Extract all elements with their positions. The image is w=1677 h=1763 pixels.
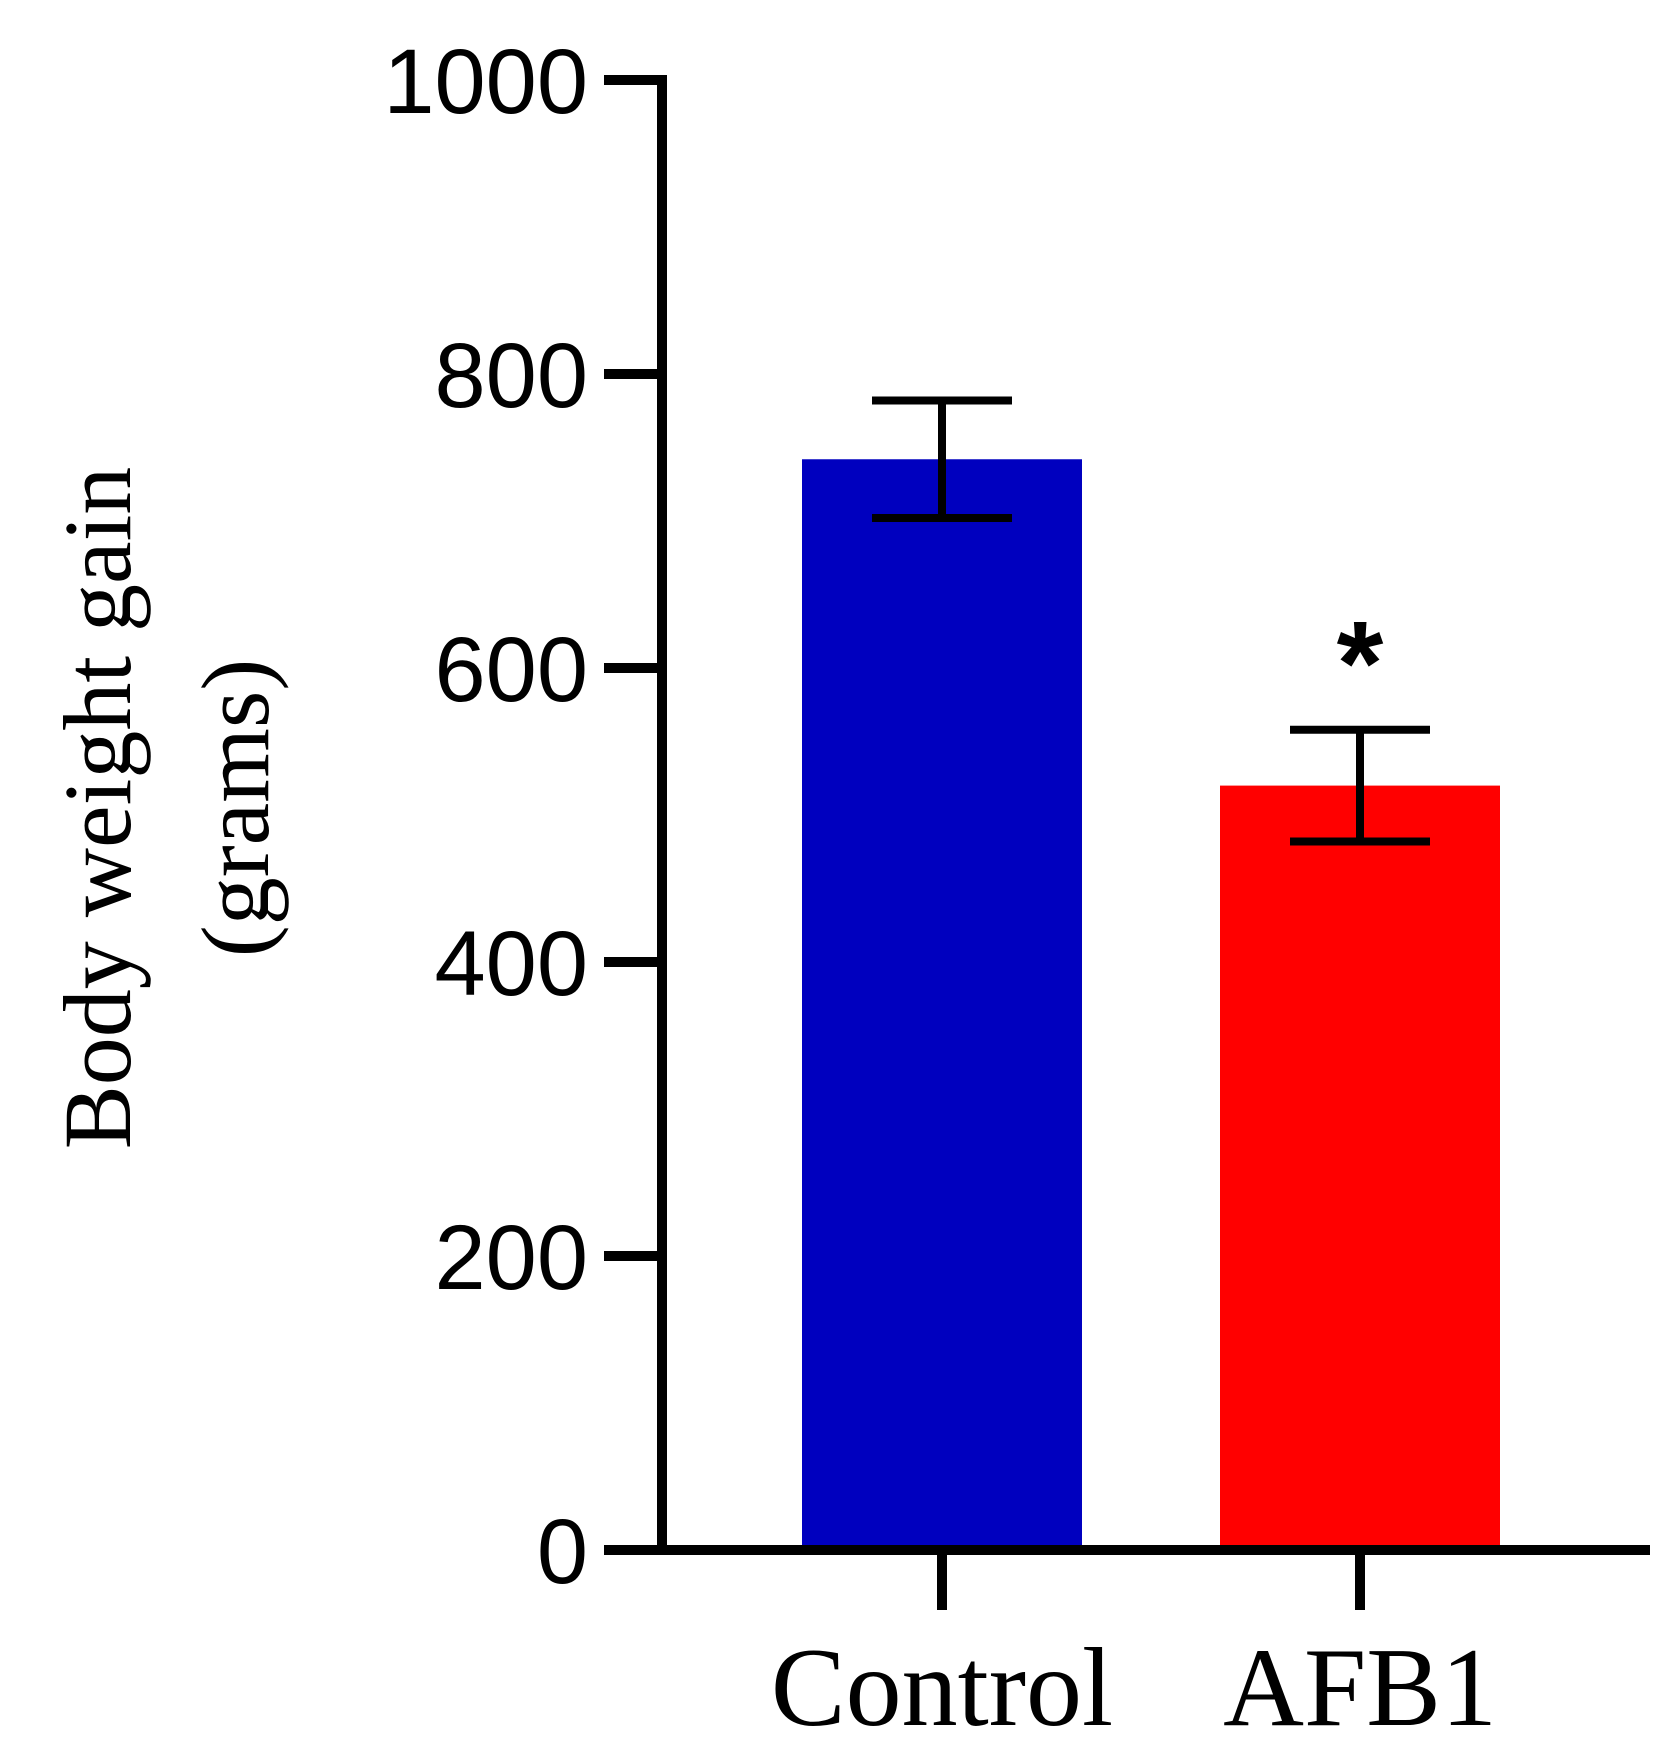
y-axis-title-line-2: (grams) bbox=[182, 659, 289, 958]
y-axis-title-line-1: Body weight gain bbox=[44, 467, 151, 1150]
y-tick-label: 1000 bbox=[383, 31, 588, 133]
bar-control bbox=[802, 459, 1082, 1550]
y-tick-label: 200 bbox=[435, 1207, 589, 1309]
error-bars bbox=[872, 396, 1430, 846]
x-tick-label-control: Control bbox=[771, 1626, 1113, 1750]
error-bar-control bbox=[872, 396, 1012, 523]
x-tick-label-afb1: AFB1 bbox=[1223, 1626, 1497, 1750]
y-tick-label: 600 bbox=[435, 619, 589, 721]
bar-afb1 bbox=[1220, 785, 1500, 1550]
y-tick-label: 400 bbox=[435, 913, 589, 1015]
x-axis-ticks: Control AFB1 bbox=[771, 1550, 1497, 1750]
error-bar-afb1 bbox=[1290, 725, 1430, 846]
bars bbox=[802, 459, 1500, 1550]
y-axis-title: Body weight gain (grams) bbox=[44, 467, 289, 1150]
y-tick-label: 800 bbox=[435, 325, 589, 427]
y-tick-label: 0 bbox=[537, 1501, 588, 1603]
significance-annotation: * bbox=[1337, 597, 1384, 731]
y-axis-ticks: 0 200 400 600 800 1000 bbox=[383, 31, 662, 1603]
annotations: * bbox=[1337, 597, 1384, 731]
